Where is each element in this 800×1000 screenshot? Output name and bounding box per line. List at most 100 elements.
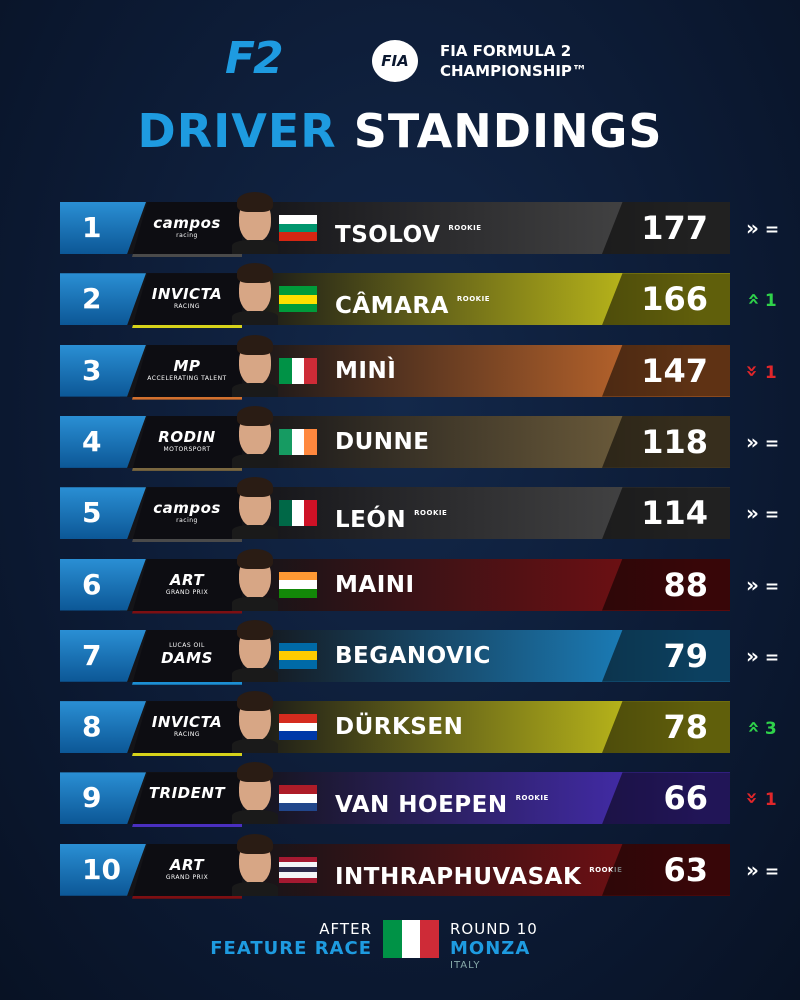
change: 1	[764, 790, 777, 811]
points: 79	[602, 629, 730, 682]
trend-icon: »	[746, 572, 759, 597]
shirt	[232, 667, 278, 682]
position-change: »3	[740, 701, 777, 755]
driver-name: MAINI	[335, 559, 415, 611]
driver: LEÓN	[335, 507, 407, 534]
flag-stripe	[279, 794, 317, 803]
standing-row: 7 LUCAS OIL DAMS BEGANOVIC 79» =	[60, 619, 779, 685]
fia-badge: FIA	[372, 40, 418, 82]
driver: DÜRKSEN	[335, 714, 464, 741]
country: ITALY	[450, 960, 481, 971]
driver-name: CÂMARA ROOKIE	[335, 273, 490, 332]
driver-photo	[232, 830, 278, 896]
trend-icon: »	[740, 791, 765, 805]
team-name: ART	[169, 570, 205, 589]
series-sub: CHAMPIONSHIP™	[440, 62, 587, 80]
change: =	[764, 433, 780, 454]
team-logo: MP ACCELERATING TALENT	[132, 344, 242, 400]
flag-stripe	[279, 580, 317, 589]
driver: DUNNE	[335, 428, 430, 455]
team-sub: LUCAS OIL	[169, 641, 205, 649]
nation-flag	[279, 642, 317, 669]
team-sub: RACING	[173, 731, 201, 739]
driver: TSOLOV	[335, 222, 441, 248]
driver-name: INTHRAPHUVASAK ROOKIE	[335, 844, 622, 903]
team-sub: GRAND PRIX	[165, 588, 209, 596]
team-logo: ART GRAND PRIX	[132, 558, 242, 614]
country-flag	[383, 920, 440, 958]
nation-flag	[279, 785, 317, 812]
shirt	[232, 311, 278, 326]
team-sub: ACCELERATING TALENT	[147, 374, 227, 382]
flag-stripe	[279, 232, 317, 242]
flag-stripe	[279, 877, 317, 883]
position-change: » =	[746, 844, 779, 898]
driver-photo	[232, 545, 278, 611]
change: =	[764, 861, 780, 882]
team-logo: INVICTA RACING	[132, 701, 242, 757]
driver-name: DÜRKSEN	[335, 701, 463, 753]
position-change: »1	[740, 772, 777, 826]
driver-photo	[232, 758, 278, 825]
standing-row: 1 campos racing TSOLOV ROOKIE 177» =	[60, 192, 779, 257]
team-name: MP	[173, 356, 201, 375]
hair	[237, 334, 273, 355]
team-logo: LUCAS OIL DAMS	[132, 629, 242, 685]
flag-stripe	[279, 500, 292, 527]
team-name: INVICTA	[151, 713, 223, 732]
hair	[237, 619, 273, 640]
driver-photo	[232, 616, 278, 682]
flag-stripe	[279, 861, 317, 868]
position-change: » =	[746, 202, 779, 256]
flag-stripe	[279, 872, 317, 878]
hair	[237, 691, 273, 712]
position-change: » =	[746, 416, 779, 470]
hair	[237, 477, 273, 498]
driver-photo	[232, 331, 278, 397]
driver-photo	[232, 259, 278, 326]
standing-row: 2 INVICTA RACING CÂMARA ROOKIE 166 »1	[60, 263, 777, 329]
shirt	[232, 453, 278, 468]
title-second: STANDINGS	[353, 104, 663, 158]
hair	[237, 548, 273, 569]
driver: BEGANOVIC	[335, 642, 491, 669]
flag-stripe	[420, 920, 440, 958]
team-sub: MOTORSPORT	[163, 445, 211, 453]
team-logo: ART GRAND PRIX	[132, 843, 242, 899]
nation-flag	[279, 856, 317, 883]
team-logo: campos racing	[132, 487, 242, 543]
flag-stripe	[279, 286, 317, 295]
flag-stripe	[279, 731, 317, 741]
nation-flag	[279, 571, 317, 598]
flag-stripe	[279, 303, 317, 313]
hair	[237, 192, 273, 212]
driver-photo	[232, 473, 278, 540]
team-name: TRIDENT	[148, 784, 226, 803]
change: 3	[764, 719, 777, 740]
nation-flag	[279, 215, 317, 242]
title-first: DRIVER	[137, 104, 337, 158]
change: =	[764, 576, 780, 597]
hair	[237, 405, 273, 426]
trend-icon: »	[746, 857, 759, 882]
team-logo: TRIDENT	[132, 772, 242, 828]
team-sub: racing	[176, 517, 198, 525]
change: =	[764, 505, 780, 526]
team-name: DAMS	[161, 648, 213, 667]
flag-stripe	[291, 357, 305, 384]
nation-flag	[279, 500, 318, 527]
round: ROUND 10	[450, 920, 538, 938]
change: 1	[764, 291, 777, 312]
team-logo: RODIN MOTORSPORT	[132, 415, 242, 471]
flag-stripe	[279, 651, 317, 661]
rookie-tag: ROOKIE	[448, 224, 482, 232]
standing-row: 10 ART GRAND PRIX INTHRAPHUVASAK ROOKIE 63» =	[60, 833, 779, 899]
venue: MONZA	[450, 938, 531, 959]
change: =	[764, 647, 780, 668]
driver-photo	[232, 402, 278, 468]
driver-name: LEÓN ROOKIE	[335, 487, 447, 546]
points: 78	[602, 701, 730, 754]
standing-row: 4 RODIN MOTORSPORT DUNNE 118» =	[60, 405, 779, 471]
points: 177	[602, 202, 730, 254]
rookie-tag: ROOKIE	[414, 509, 448, 518]
